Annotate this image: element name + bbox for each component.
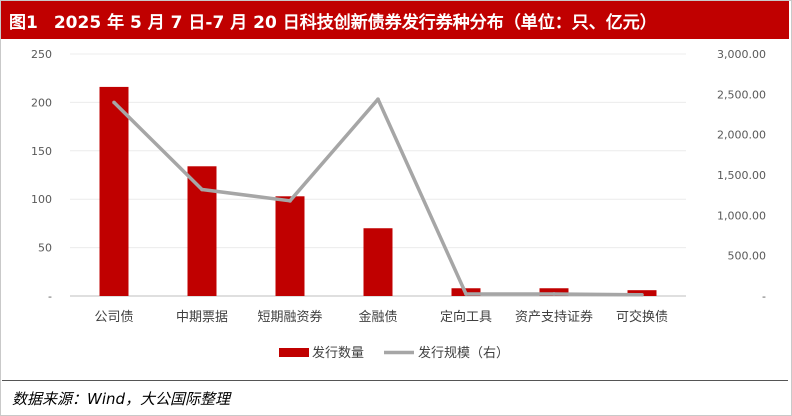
source-note: 数据来源：Wind，大公国际整理 xyxy=(12,390,231,408)
bar-发行数量 xyxy=(363,228,393,296)
x-tick-label: 资产支持证券 xyxy=(515,309,593,325)
bar-发行数量 xyxy=(275,196,305,296)
y-left-tick-label: 100 xyxy=(31,193,52,206)
line-point xyxy=(288,199,292,203)
x-tick-label: 短期融资券 xyxy=(257,309,322,325)
legend-swatch-bar xyxy=(279,348,309,357)
bar-发行数量 xyxy=(187,166,217,296)
y-left-tick-label: 200 xyxy=(31,96,52,109)
figure-title: 2025 年 5 月 7 日-7 月 20 日科技创新债券发行券种分布（单位：只… xyxy=(53,12,657,33)
figure-number: 图1 xyxy=(9,12,38,33)
line-point xyxy=(376,97,380,101)
y-left-tick-label: 150 xyxy=(31,145,52,158)
y-right-tick-label: - xyxy=(762,290,766,303)
y-right-tick-label: 2,000.00 xyxy=(717,129,766,142)
y-left-tick-label: - xyxy=(48,290,52,303)
x-tick-label: 定向工具 xyxy=(440,309,492,325)
x-tick-label: 公司债 xyxy=(94,310,133,325)
y-right-tick-label: 2,500.00 xyxy=(717,88,766,101)
x-tick-label: 中期票据 xyxy=(176,310,228,325)
y-right-tick-label: 500.00 xyxy=(728,250,767,263)
line-point xyxy=(552,292,556,296)
combo-chart: - 50 100 150 200 250 - 500.00 1,000.00 1,500.00 2,… xyxy=(31,48,767,361)
bar-发行数量 xyxy=(99,86,129,296)
y-left-tick-label: 50 xyxy=(38,242,52,255)
y-right-tick-label: 1,000.00 xyxy=(717,209,766,222)
y-left-tick-label: 250 xyxy=(31,48,52,61)
source-divider xyxy=(2,380,788,381)
legend-label-line: 发行规模（右） xyxy=(418,345,509,361)
line-point xyxy=(640,292,644,297)
y-right-tick-label: 1,500.00 xyxy=(717,169,766,182)
line-point xyxy=(112,100,116,105)
line-point xyxy=(200,187,204,192)
y-right-tick-label: 3,000.00 xyxy=(717,48,766,61)
figure-title-bar: 图1 2025 年 5 月 7 日-7 月 20 日科技创新债券发行券种分布（单… xyxy=(1,1,789,39)
line-point xyxy=(464,292,468,296)
x-tick-label: 可交换债 xyxy=(616,309,668,325)
x-tick-label: 金融债 xyxy=(358,309,397,325)
bar-发行数量 xyxy=(539,288,569,296)
legend-label-bar: 发行数量 xyxy=(312,345,364,361)
